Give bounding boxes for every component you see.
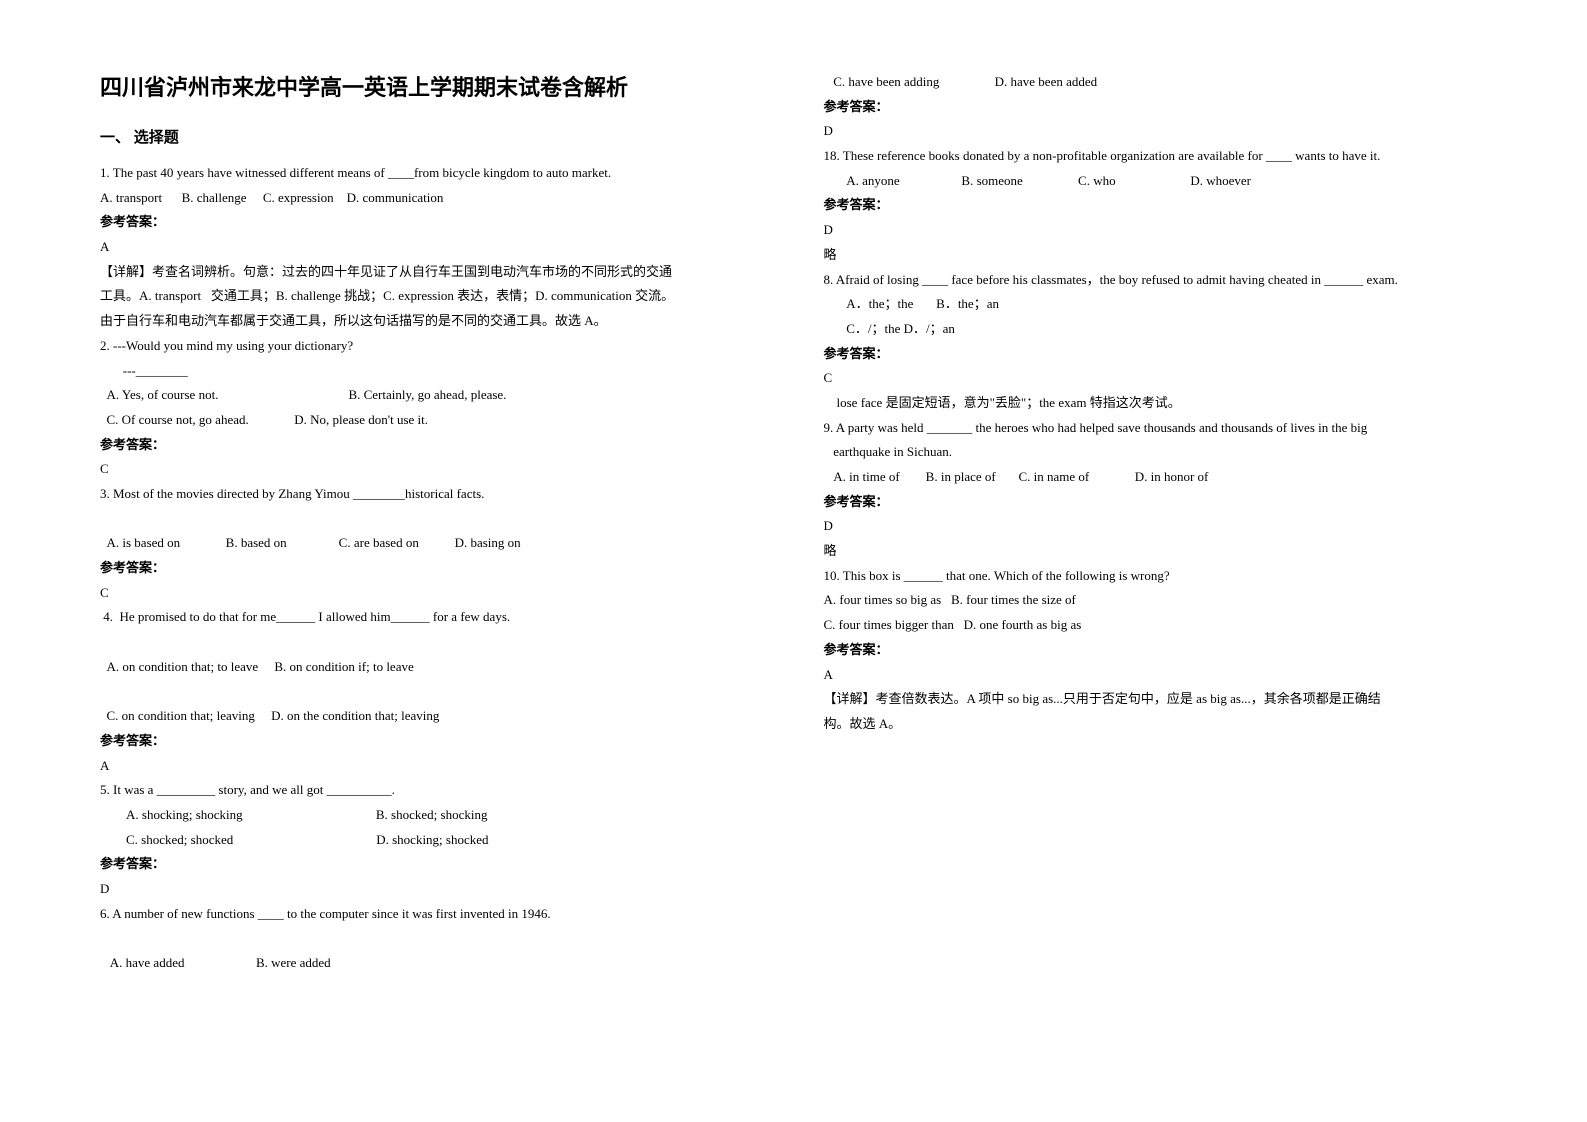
right-line: earthquake in Sichuan. — [824, 440, 1488, 465]
right-line: A．the；the B．the；an — [824, 292, 1488, 317]
left-line: A. shocking; shocking B. shocked; shocki… — [100, 803, 764, 828]
left-line: A. is based on B. based on C. are based … — [100, 531, 764, 556]
right-line: 【详解】考查倍数表达。A 项中 so big as...只用于否定句中，应是 a… — [824, 687, 1488, 712]
page-title: 四川省泸州市来龙中学高一英语上学期期末试卷含解析 — [100, 70, 764, 102]
right-line: 10. This box is ______ that one. Which o… — [824, 564, 1488, 589]
left-line: C — [100, 457, 764, 482]
right-line: D — [824, 218, 1488, 243]
right-line: A — [824, 663, 1488, 688]
right-line: 参考答案： — [824, 638, 1488, 663]
right-line: 参考答案： — [824, 342, 1488, 367]
right-line: 参考答案： — [824, 193, 1488, 218]
left-line: 参考答案： — [100, 852, 764, 877]
left-line: 参考答案： — [100, 729, 764, 754]
left-line: ---________ — [100, 359, 764, 384]
left-line: 1. The past 40 years have witnessed diff… — [100, 161, 764, 186]
right-line: 参考答案： — [824, 95, 1488, 120]
left-line — [100, 507, 764, 532]
right-line: D — [824, 119, 1488, 144]
right-line: 9. A party was held _______ the heroes w… — [824, 416, 1488, 441]
right-line: 8. Afraid of losing ____ face before his… — [824, 268, 1488, 293]
left-line: 参考答案： — [100, 210, 764, 235]
left-line: C. shocked; shocked D. shocking; shocked — [100, 828, 764, 853]
left-line: A. have added B. were added — [100, 951, 764, 976]
left-line: 3. Most of the movies directed by Zhang … — [100, 482, 764, 507]
right-line: lose face 是固定短语，意为"丢脸"；the exam 特指这次考试。 — [824, 391, 1488, 416]
left-line: 6. A number of new functions ____ to the… — [100, 902, 764, 927]
right-line: A. four times so big as B. four times th… — [824, 588, 1488, 613]
left-line: 5. It was a _________ story, and we all … — [100, 778, 764, 803]
section-heading: 一、 选择题 — [100, 126, 764, 147]
left-line: C. on condition that; leaving D. on the … — [100, 704, 764, 729]
right-line: C — [824, 366, 1488, 391]
left-line: 参考答案： — [100, 556, 764, 581]
left-line: C — [100, 581, 764, 606]
right-column: C. have been adding D. have been added参考… — [824, 70, 1488, 1082]
right-line: C. four times bigger than D. one fourth … — [824, 613, 1488, 638]
left-line: 2. ---Would you mind my using your dicti… — [100, 334, 764, 359]
left-line: A — [100, 235, 764, 260]
left-column: 四川省泸州市来龙中学高一英语上学期期末试卷含解析 一、 选择题 1. The p… — [100, 70, 764, 1082]
right-line: 构。故选 A。 — [824, 712, 1488, 737]
left-line: 【详解】考查名词辨析。句意：过去的四十年见证了从自行车王国到电动汽车市场的不同形… — [100, 260, 764, 285]
left-line: A. Yes, of course not. B. Certainly, go … — [100, 383, 764, 408]
right-body: C. have been adding D. have been added参考… — [824, 70, 1488, 737]
left-line — [100, 926, 764, 951]
right-line: A. in time of B. in place of C. in name … — [824, 465, 1488, 490]
right-line: D — [824, 514, 1488, 539]
left-line: C. Of course not, go ahead. D. No, pleas… — [100, 408, 764, 433]
left-line: 工具。A. transport 交通工具；B. challenge 挑战；C. … — [100, 284, 764, 309]
left-body: 1. The past 40 years have witnessed diff… — [100, 161, 764, 976]
left-line: D — [100, 877, 764, 902]
left-line: A. transport B. challenge C. expression … — [100, 186, 764, 211]
right-line: 略 — [824, 539, 1488, 564]
left-line — [100, 630, 764, 655]
left-line: A. on condition that; to leave B. on con… — [100, 655, 764, 680]
left-line — [100, 679, 764, 704]
right-line: 参考答案： — [824, 490, 1488, 515]
right-line: A. anyone B. someone C. who D. whoever — [824, 169, 1488, 194]
right-line: C. have been adding D. have been added — [824, 70, 1488, 95]
left-line: 4. He promised to do that for me______ I… — [100, 605, 764, 630]
right-line: 略 — [824, 243, 1488, 268]
left-line: 参考答案： — [100, 433, 764, 458]
left-line: A — [100, 754, 764, 779]
left-line: 由于自行车和电动汽车都属于交通工具，所以这句话描写的是不同的交通工具。故选 A。 — [100, 309, 764, 334]
right-line: 18. These reference books donated by a n… — [824, 144, 1488, 169]
right-line: C．/；the D．/；an — [824, 317, 1488, 342]
